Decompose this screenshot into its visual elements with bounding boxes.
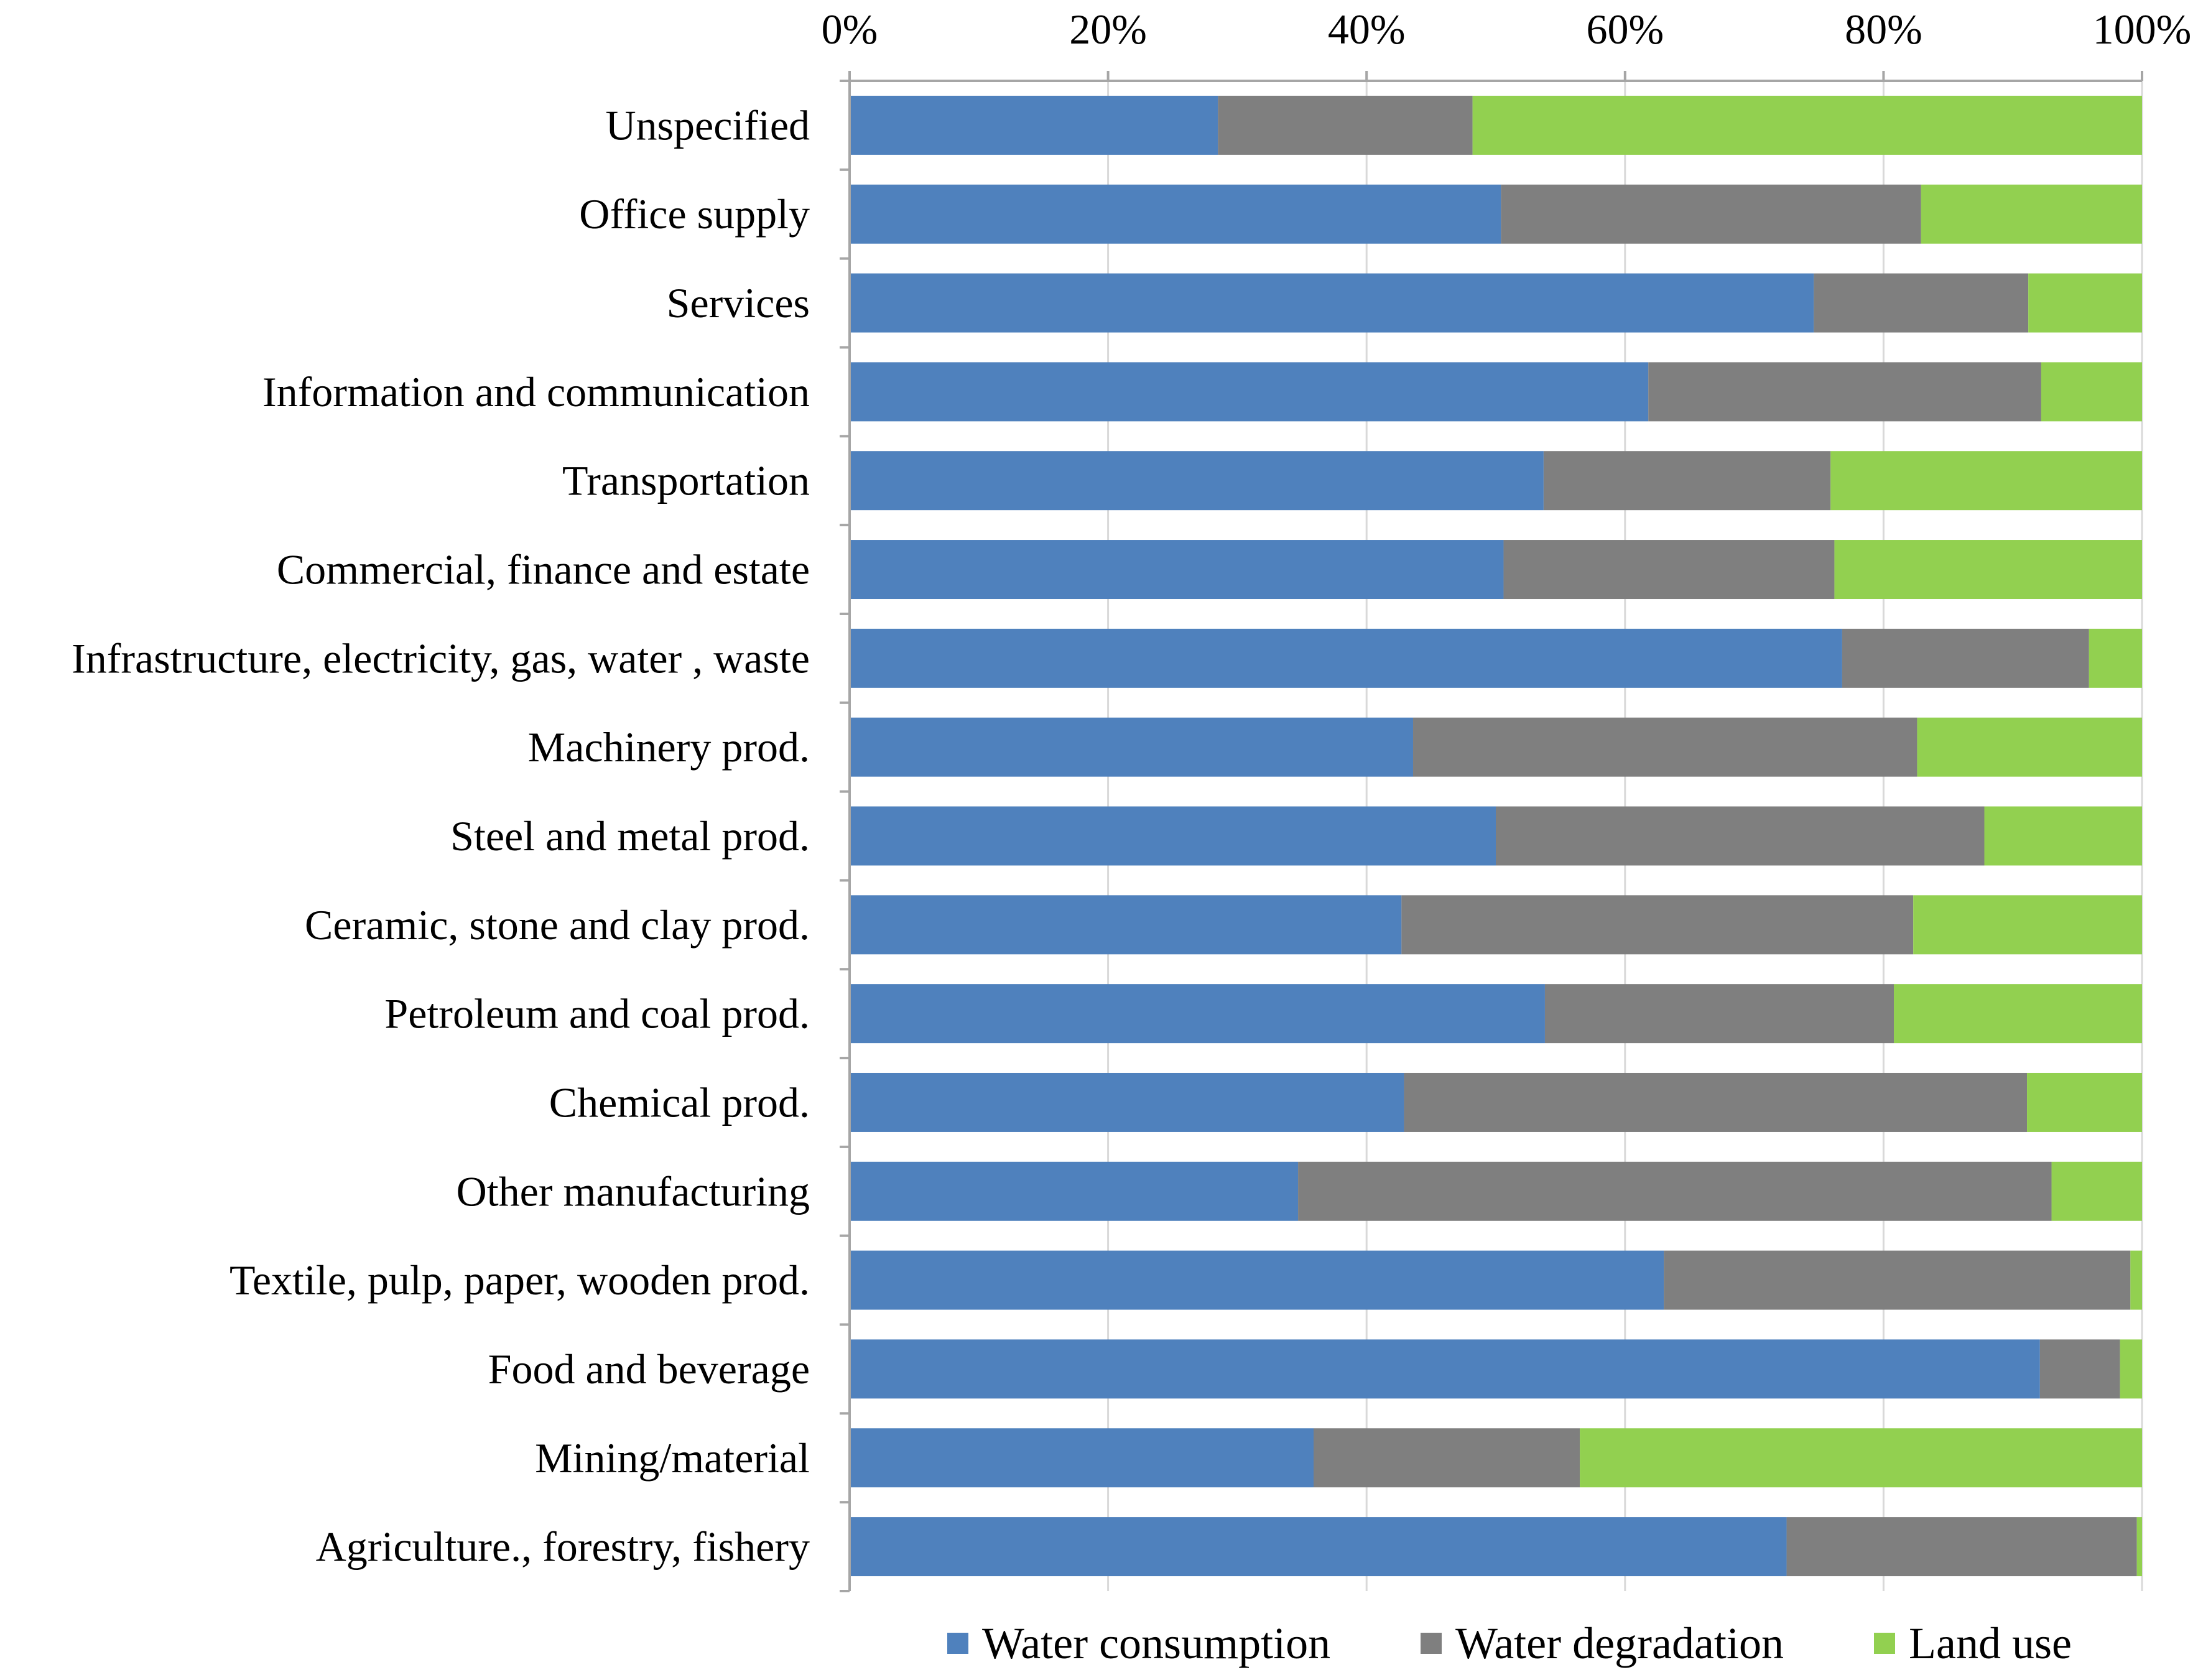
x-tick-labels: 0% 20% 40% 60% 80% 100% xyxy=(822,6,2192,53)
bar-segment xyxy=(2028,273,2142,333)
bar-segment xyxy=(850,540,1504,600)
bar-segment xyxy=(2136,1517,2142,1577)
legend-label: Water degradation xyxy=(1455,1618,1784,1668)
bar-segment xyxy=(1298,1161,2052,1221)
category-label: Food and beverage xyxy=(488,1345,810,1393)
bar-segment xyxy=(1314,1428,1580,1488)
bar-segment xyxy=(850,628,1842,688)
bar-segment xyxy=(850,95,1218,155)
x-tick-label: 100% xyxy=(2093,6,2192,53)
axes xyxy=(840,71,2143,1592)
bar-segment xyxy=(850,1339,2040,1399)
category-label: Information and communication xyxy=(262,368,810,415)
bar-segment xyxy=(2027,1072,2142,1132)
bar-segment xyxy=(2120,1339,2142,1399)
bar-segment xyxy=(1472,95,2142,155)
bar-segment xyxy=(2130,1250,2142,1310)
bar-segment xyxy=(2051,1161,2142,1221)
bar-segment xyxy=(850,1161,1299,1221)
bar-segment xyxy=(1648,362,2041,422)
category-label: Chemical prod. xyxy=(549,1079,810,1126)
bar-segment xyxy=(850,273,1814,333)
bar-segment xyxy=(2039,1339,2120,1399)
category-label: Office supply xyxy=(579,190,810,238)
category-labels: Unspecified Office supply Services Informat… xyxy=(72,101,810,1570)
category-label: Petroleum and coal prod. xyxy=(384,990,810,1037)
bar-segment xyxy=(850,1428,1314,1488)
bar-segment xyxy=(1580,1428,2142,1488)
category-label: Transportation xyxy=(562,457,810,504)
legend-swatch xyxy=(1874,1633,1895,1654)
bar-segment xyxy=(850,1517,1787,1577)
category-label: Mining/material xyxy=(535,1434,810,1482)
bar-segment xyxy=(1984,806,2142,866)
category-label: Services xyxy=(667,279,810,327)
bar-segment xyxy=(1830,451,2142,511)
category-label: Agriculture., forestry, fishery xyxy=(316,1523,810,1571)
bar-segment xyxy=(1786,1517,2137,1577)
bar-segment xyxy=(1664,1250,2131,1310)
bar-segment xyxy=(1413,717,1917,777)
bar-segment xyxy=(850,451,1544,511)
category-label: Steel and metal prod. xyxy=(450,812,810,860)
bar-segment xyxy=(1917,717,2142,777)
bar-segment xyxy=(850,362,1649,422)
x-tick-label: 80% xyxy=(1845,6,1922,53)
category-label: Unspecified xyxy=(605,101,810,149)
x-tick-label: 0% xyxy=(822,6,878,53)
bar-segment xyxy=(1404,1072,2028,1132)
legend-label: Land use xyxy=(1909,1618,2072,1668)
category-label: Ceramic, stone and clay prod. xyxy=(305,901,810,949)
category-label: Commercial, finance and estate xyxy=(277,546,810,593)
legend-swatch xyxy=(947,1633,968,1654)
bar-segment xyxy=(1503,540,1835,600)
bar-segment xyxy=(1921,184,2142,244)
bar-segment xyxy=(1834,540,2142,600)
bar-segment xyxy=(850,717,1414,777)
legend-label: Water consumption xyxy=(982,1618,1330,1668)
bars xyxy=(850,95,2142,1577)
x-tick-label: 40% xyxy=(1328,6,1406,53)
bar-segment xyxy=(850,184,1501,244)
bar-segment xyxy=(2089,628,2142,688)
bar-segment xyxy=(1544,984,1894,1044)
bar-segment xyxy=(850,1072,1404,1132)
bar-segment xyxy=(850,984,1545,1044)
x-tick-label: 60% xyxy=(1586,6,1664,53)
category-label: Infrastructure, electricity, gas, water … xyxy=(72,634,810,682)
legend: Water consumption Water degradation Land u… xyxy=(947,1618,2072,1668)
bar-segment xyxy=(1218,95,1473,155)
bar-segment xyxy=(1894,984,2142,1044)
bar-segment xyxy=(850,895,1402,955)
bar-segment xyxy=(2041,362,2142,422)
bar-segment xyxy=(850,1250,1664,1310)
category-label: Machinery prod. xyxy=(528,723,810,771)
category-label: Textile, pulp, paper, wooden prod. xyxy=(230,1256,810,1304)
bar-segment xyxy=(1401,895,1914,955)
bar-segment xyxy=(1814,273,2029,333)
bar-segment xyxy=(1842,628,2089,688)
legend-swatch xyxy=(1421,1633,1442,1654)
bar-segment xyxy=(1913,895,2142,955)
bar-segment xyxy=(1496,806,1985,866)
bar-segment xyxy=(1543,451,1831,511)
bar-segment xyxy=(850,806,1496,866)
category-label: Other manufacturing xyxy=(457,1167,810,1215)
bar-segment xyxy=(1501,184,1921,244)
x-tick-label: 20% xyxy=(1069,6,1147,53)
